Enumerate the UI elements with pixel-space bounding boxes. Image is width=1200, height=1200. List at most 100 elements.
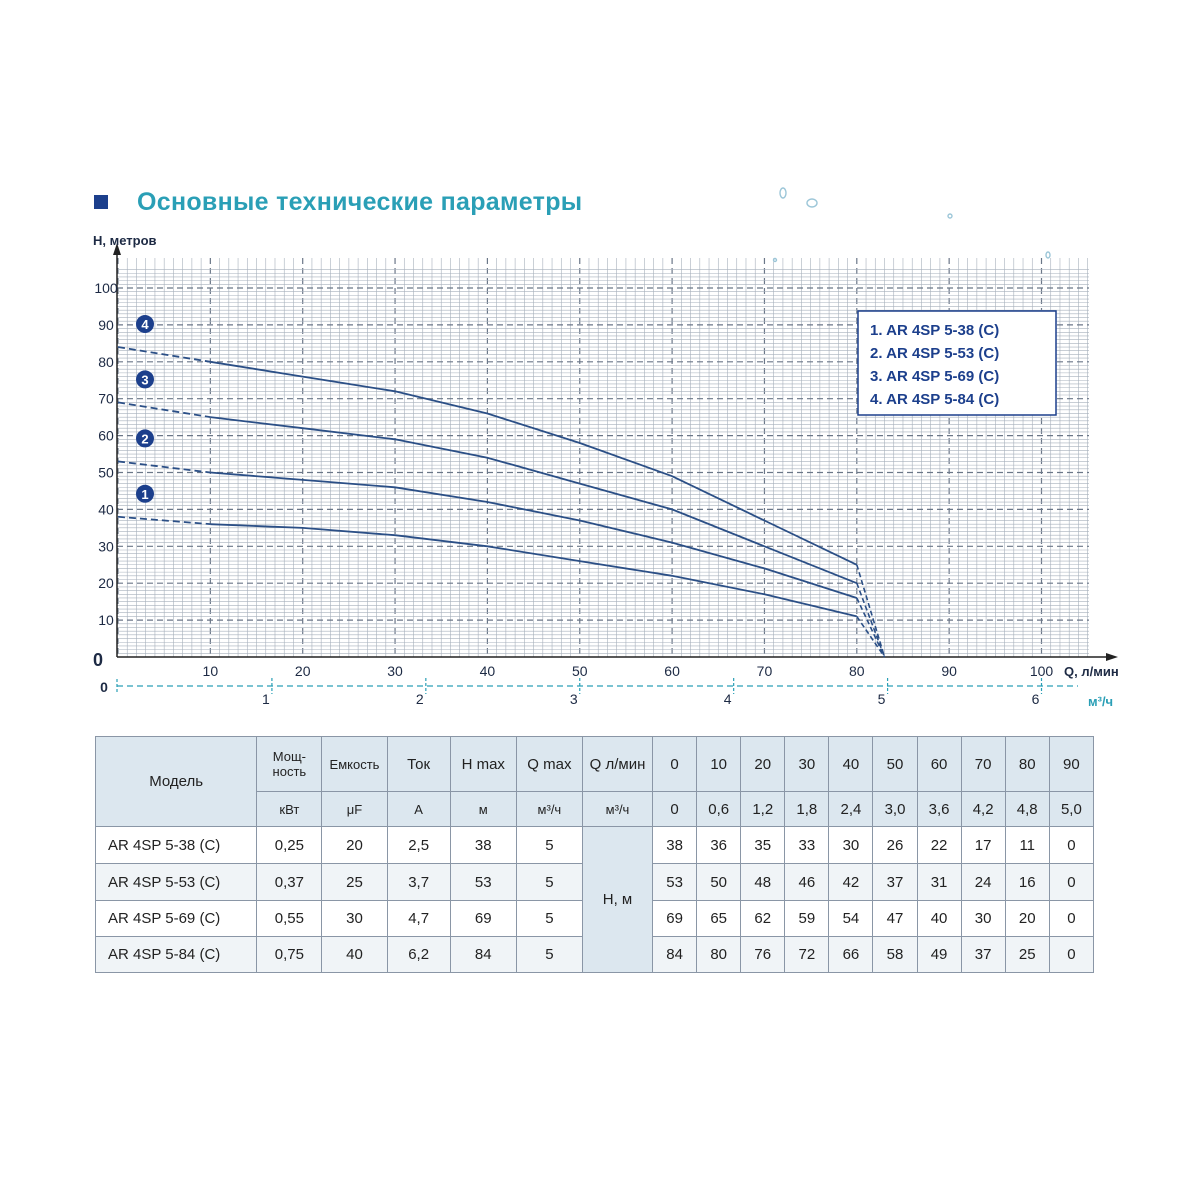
series-line — [210, 471, 858, 599]
head-cell: 49 — [916, 936, 962, 973]
head-cell: 30 — [828, 826, 874, 864]
flow-m3h-cell: 1,2 — [740, 791, 786, 827]
head-cell: 47 — [872, 900, 918, 937]
y-tick-label: 20 — [98, 575, 114, 591]
head-label-cell: H, м — [581, 826, 654, 973]
y-tick-label: 50 — [98, 465, 114, 481]
head-cell: 22 — [916, 826, 962, 864]
specs-table: Модель Мощ-ность Емкость Ток H max Q max… — [94, 736, 1095, 973]
x2-tick-label: 4 — [724, 691, 732, 707]
head-cell: 48 — [740, 863, 786, 901]
current-cell: 2,5 — [386, 826, 451, 864]
hmax-cell: 38 — [449, 826, 517, 864]
droplet-icon — [779, 187, 787, 199]
head-cell: 38 — [652, 826, 698, 864]
capacity-cell: 25 — [321, 863, 388, 901]
flow-header: 40 — [828, 736, 874, 792]
unit-cell: м³/ч — [515, 791, 583, 827]
head-cell: 42 — [828, 863, 874, 901]
series-line — [210, 360, 858, 566]
x2-tick-label: 6 — [1032, 691, 1040, 707]
flow-header: 20 — [740, 736, 786, 792]
model-cell: AR 4SP 5-53 (C) — [94, 863, 258, 901]
param-header: H max — [449, 736, 517, 792]
y-tick-label: 80 — [98, 354, 114, 370]
flow-header: 70 — [960, 736, 1006, 792]
current-cell: 4,7 — [386, 900, 451, 937]
legend-item: 4. AR 4SP 5-84 (C) — [870, 391, 999, 408]
table-row: AR 4SP 5-53 (C) 0,37 25 3,7 53 5 53 50 4… — [94, 863, 1095, 901]
qmax-cell: 5 — [515, 863, 583, 901]
y-axis-label: H, метров — [93, 233, 157, 248]
flow-m3h-cell: 1,8 — [784, 791, 830, 827]
qmax-cell: 5 — [515, 900, 583, 937]
unit-cell: м³/ч — [581, 791, 654, 827]
head-cell: 37 — [872, 863, 918, 901]
head-cell: 59 — [784, 900, 830, 937]
flow-header: 90 — [1048, 736, 1095, 792]
power-cell: 0,37 — [256, 863, 323, 901]
head-cell: 0 — [1048, 936, 1095, 973]
head-cell: 37 — [960, 936, 1006, 973]
head-cell: 30 — [960, 900, 1006, 937]
series-marker-circle — [136, 370, 154, 389]
current-cell: 6,2 — [386, 936, 451, 973]
flow-m3h-cell: 4,2 — [960, 791, 1006, 827]
head-cell: 50 — [696, 863, 742, 901]
head-cell: 54 — [828, 900, 874, 937]
flow-header: 30 — [784, 736, 830, 792]
x-tick-label: 30 — [387, 663, 403, 679]
head-cell: 72 — [784, 936, 830, 973]
model-cell: AR 4SP 5-84 (C) — [94, 936, 258, 973]
power-cell: 0,25 — [256, 826, 323, 864]
series-line — [210, 523, 858, 618]
flow-m3h-cell: 5,0 — [1048, 791, 1095, 827]
head-cell: 26 — [872, 826, 918, 864]
y-tick-label: 10 — [98, 612, 114, 628]
flow-m3h-cell: 0,6 — [696, 791, 742, 827]
head-cell: 84 — [652, 936, 698, 973]
droplet-icon — [947, 213, 953, 219]
flow-header: 0 — [652, 736, 698, 792]
x-zero-label: 0 — [100, 679, 108, 695]
head-cell: 69 — [652, 900, 698, 937]
series-marker-circle — [136, 484, 154, 503]
unit-cell: μF — [321, 791, 388, 827]
head-cell: 35 — [740, 826, 786, 864]
flow-m3h-cell: 3,0 — [872, 791, 918, 827]
head-cell: 36 — [696, 826, 742, 864]
series-marker-label: 3 — [141, 372, 148, 387]
x-tick-label: 90 — [941, 663, 957, 679]
param-header: Емкость — [321, 736, 388, 792]
table-row: AR 4SP 5-84 (C) 0,75 40 6,2 84 5 84 80 7… — [94, 936, 1095, 973]
x-tick-label: 10 — [203, 663, 219, 679]
y-axis-arrow — [113, 243, 121, 255]
table-row: AR 4SP 5-38 (C) 0,25 20 2,5 38 5 H, м 38… — [94, 826, 1095, 973]
series-start-dashed — [117, 401, 211, 419]
x-tick-label: 20 — [295, 663, 311, 679]
table-header-row: Модель Мощ-ность Емкость Ток H max Q max… — [94, 736, 1095, 827]
series-tail-dashed — [856, 615, 886, 658]
head-cell: 0 — [1048, 863, 1095, 901]
qmax-cell: 5 — [515, 826, 583, 864]
power-cell: 0,75 — [256, 936, 323, 973]
x-tick-label: 40 — [480, 663, 496, 679]
param-header: Ток — [386, 736, 451, 792]
head-cell: 24 — [960, 863, 1006, 901]
legend-box — [857, 310, 1057, 416]
head-cell: 0 — [1048, 900, 1095, 937]
grid — [117, 258, 1089, 657]
title-square-icon — [94, 195, 108, 209]
x-axis-label: Q, л/мин — [1064, 664, 1119, 679]
capacity-cell: 20 — [321, 826, 388, 864]
head-cell: 40 — [916, 900, 962, 937]
flow-header: 60 — [916, 736, 962, 792]
param-header: Мощ-ность — [256, 736, 323, 792]
capacity-cell: 30 — [321, 900, 388, 937]
flow-m3h-cell: 0 — [652, 791, 698, 827]
flow-m3h-cell: 3,6 — [916, 791, 962, 827]
flow-m3h-cell: 4,8 — [1004, 791, 1050, 827]
head-cell: 0 — [1048, 826, 1095, 864]
model-cell: AR 4SP 5-38 (C) — [94, 826, 258, 864]
droplet-icon — [806, 198, 818, 208]
